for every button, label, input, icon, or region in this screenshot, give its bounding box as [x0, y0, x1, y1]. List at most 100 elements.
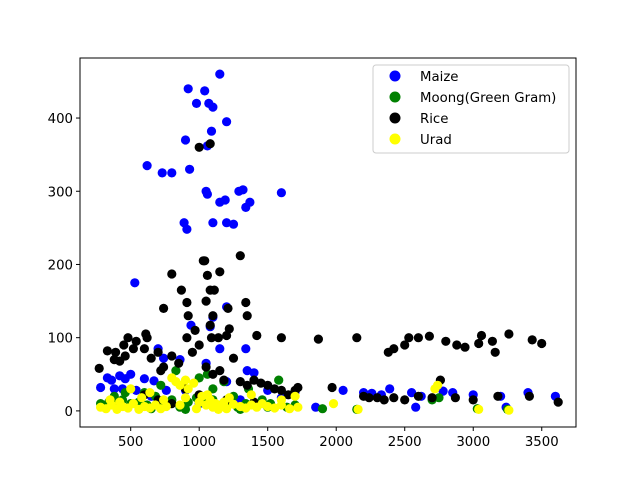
point-rice-88 — [413, 391, 423, 401]
point-moong-green-gram-28 — [434, 393, 444, 403]
x-tick-label: 3000 — [456, 435, 490, 450]
point-moong-green-gram-35 — [208, 384, 218, 394]
point-rice-25 — [222, 330, 232, 341]
legend-marker — [389, 91, 401, 103]
point-urad-34 — [263, 401, 273, 412]
point-rice-28 — [313, 334, 323, 344]
point-rice-2 — [235, 251, 245, 261]
point-rice-68 — [208, 369, 218, 379]
point-rice-40 — [490, 347, 500, 357]
point-rice-1 — [205, 139, 215, 149]
point-maize-43 — [120, 374, 130, 384]
point-maize-26 — [228, 219, 239, 229]
point-rice-0 — [194, 142, 204, 152]
point-urad-16 — [180, 375, 191, 385]
point-moong-green-gram-33 — [171, 366, 181, 376]
legend-label: Maize — [420, 70, 458, 85]
point-maize-54 — [249, 368, 259, 378]
point-maize-16 — [234, 186, 244, 196]
point-rice-13 — [241, 297, 251, 308]
point-moong-green-gram-32 — [156, 380, 166, 390]
point-maize-71 — [411, 402, 421, 412]
point-maize-8 — [180, 135, 191, 145]
point-urad-47 — [159, 395, 169, 405]
point-rice-86 — [389, 393, 399, 403]
point-maize-64 — [438, 386, 448, 396]
point-rice-72 — [235, 377, 245, 387]
point-urad-38 — [293, 402, 303, 412]
point-rice-4 — [167, 269, 177, 279]
point-maize-0 — [215, 69, 225, 79]
point-rice-22 — [190, 325, 200, 335]
point-urad-55 — [115, 397, 125, 407]
y-tick-label: 100 — [48, 332, 73, 347]
point-maize-6 — [222, 117, 232, 127]
point-rice-8 — [176, 285, 186, 295]
y-tick-label: 300 — [48, 185, 73, 200]
point-urad-52 — [276, 395, 286, 405]
point-moong-green-gram-25 — [317, 404, 328, 414]
point-rice-37 — [474, 338, 484, 349]
point-maize-47 — [109, 384, 119, 394]
point-maize-20 — [215, 197, 225, 207]
point-maize-12 — [157, 168, 167, 178]
point-rice-38 — [476, 330, 487, 341]
legend-label: Urad — [420, 133, 452, 148]
point-urad-49 — [202, 390, 212, 400]
point-rice-6 — [202, 270, 212, 280]
legend-marker — [389, 133, 401, 145]
point-maize-22 — [241, 202, 251, 212]
y-tick-label: 0 — [65, 405, 73, 420]
point-urad-45 — [126, 384, 136, 394]
point-urad-50 — [224, 393, 234, 403]
point-rice-64 — [174, 358, 184, 368]
point-maize-44 — [139, 374, 149, 384]
point-maize-37 — [159, 353, 169, 363]
point-rice-56 — [139, 344, 149, 354]
point-maize-25 — [222, 218, 232, 228]
point-maize-5 — [208, 102, 218, 112]
point-rice-26 — [252, 330, 262, 341]
point-rice-92 — [468, 395, 478, 405]
point-urad-40 — [353, 404, 363, 414]
point-maize-10 — [142, 161, 152, 171]
point-maize-1 — [183, 84, 193, 94]
point-rice-12 — [182, 297, 192, 308]
point-rice-21 — [182, 333, 192, 343]
point-rice-17 — [223, 303, 233, 313]
point-rice-30 — [400, 340, 410, 350]
x-tick-label: 1500 — [251, 435, 285, 450]
point-urad-37 — [285, 404, 295, 414]
point-rice-89 — [427, 393, 437, 403]
point-rice-82 — [327, 382, 337, 393]
point-rice-41 — [504, 329, 514, 339]
point-maize-27 — [182, 224, 192, 234]
point-rice-49 — [111, 347, 121, 357]
point-rice-47 — [102, 346, 112, 356]
point-urad-27 — [222, 404, 232, 414]
point-rice-15 — [183, 311, 193, 321]
point-rice-96 — [364, 393, 374, 403]
point-rice-74 — [249, 375, 259, 385]
y-tick-label: 200 — [48, 258, 73, 273]
legend: Maize Moong(Green Gram) Rice Urad — [372, 64, 570, 154]
point-maize-2 — [200, 86, 210, 96]
point-moong-green-gram-22 — [274, 375, 284, 385]
point-rice-66 — [194, 340, 204, 350]
point-maize-57 — [338, 385, 348, 395]
point-urad-56 — [137, 393, 147, 403]
point-maize-42 — [106, 375, 117, 385]
point-rice-87 — [400, 395, 410, 405]
point-rice-91 — [450, 393, 460, 403]
point-rice-33 — [424, 331, 434, 341]
point-urad-18 — [189, 378, 199, 388]
points-layer — [94, 69, 563, 415]
point-urad-48 — [180, 393, 191, 403]
point-urad-44 — [504, 405, 514, 415]
point-rice-67 — [201, 362, 211, 372]
point-rice-62 — [159, 362, 169, 372]
point-urad-42 — [433, 380, 443, 390]
point-rice-46 — [94, 363, 104, 373]
x-tick-label: 1000 — [182, 435, 216, 450]
